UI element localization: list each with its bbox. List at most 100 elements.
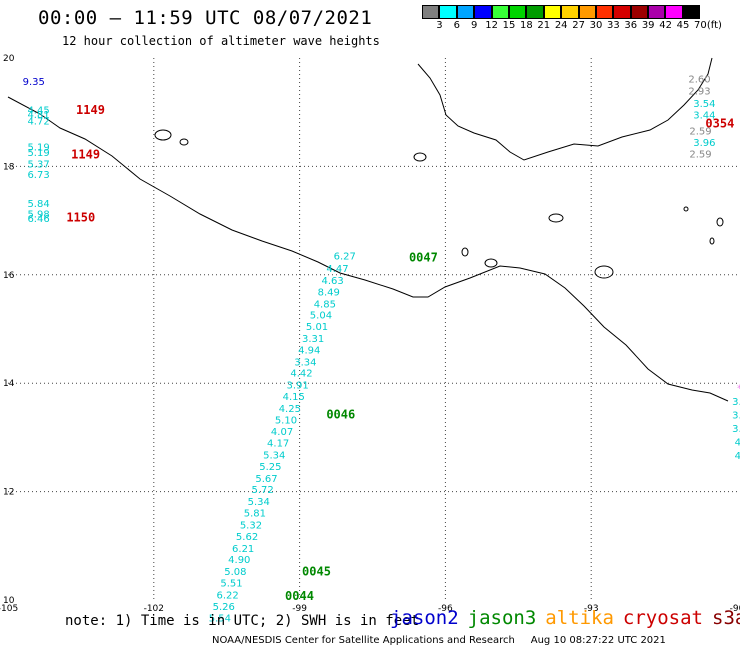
island xyxy=(594,265,614,279)
wave-height-point: 5.19 xyxy=(27,143,49,154)
legend-swatch xyxy=(648,5,666,19)
satellite-name: s3a xyxy=(712,607,740,629)
pass-time-label: 1150 xyxy=(66,211,95,225)
wave-height-point: ***** xyxy=(737,383,740,394)
lon-tick-label: -90 xyxy=(730,604,740,614)
island xyxy=(683,206,689,212)
lon-tick-label: -102 xyxy=(144,604,164,614)
wave-height-point: 5.54 xyxy=(209,614,231,625)
legend-label: 39 xyxy=(641,20,655,31)
wave-height-point: 4. xyxy=(735,438,740,449)
wave-height-point: 3.7 xyxy=(732,424,740,435)
island xyxy=(413,152,427,162)
wave-height-point: 5.34 xyxy=(263,451,285,462)
lon-tick-label: -105 xyxy=(0,604,18,614)
wave-height-point: 5.72 xyxy=(251,485,273,496)
lat-tick-label: 12 xyxy=(3,488,14,498)
legend-label: 42 xyxy=(659,20,672,31)
wave-height-point: 4.47 xyxy=(326,264,348,275)
wave-height-point: 6.21 xyxy=(232,544,254,555)
legend-label: 45 xyxy=(676,20,690,31)
lat-tick-label: 16 xyxy=(3,271,15,281)
legend-label: 18 xyxy=(520,20,533,31)
legend-swatch xyxy=(595,5,614,19)
wave-height-point: 5.37 xyxy=(27,159,49,170)
lat-tick-label: 14 xyxy=(3,379,15,389)
lon-tick-label: -96 xyxy=(438,604,453,614)
wave-height-point: 3.44 xyxy=(693,111,715,122)
wave-height-point: 4.85 xyxy=(314,299,336,310)
legend-label: 9 xyxy=(471,20,478,31)
wave-height-point: 4.81 xyxy=(27,110,49,121)
wave-height-point: 3.96 xyxy=(693,138,715,149)
wave-height-point: 2.59 xyxy=(689,126,711,137)
legend-swatch xyxy=(526,5,544,19)
wave-height-point: 5.51 xyxy=(220,578,242,589)
pass-time-label: 0044 xyxy=(285,589,314,603)
legend-label: 21 xyxy=(537,20,551,31)
legend-labels: 3 6 9 12 15 18 21 24 27 30 33 36 39 42 45 70 (ft) xyxy=(422,19,722,33)
wave-height-point: 5.04 xyxy=(310,311,332,322)
wave-height-point: 6.73 xyxy=(27,170,49,181)
wave-height-values: 9.354.454.814.725.195.195.376.735.845.98… xyxy=(23,74,740,624)
wave-height-point: 4.72 xyxy=(27,117,49,128)
wave-height-point: 9.35 xyxy=(23,77,45,88)
wave-height-legend: 3 6 9 12 15 18 21 24 27 30 33 36 39 42 45 70 (ft) xyxy=(422,5,722,33)
wave-height-point: 5.08 xyxy=(224,567,246,578)
wave-height-point: 4.90 xyxy=(228,555,250,566)
legend-swatch xyxy=(578,5,596,19)
legend-unit: (ft) xyxy=(706,20,722,31)
island xyxy=(548,213,564,223)
map-subtitle: 12 hour collection of altimeter wave hei… xyxy=(62,34,380,48)
satellite-name: jason2 xyxy=(390,607,459,629)
island xyxy=(461,247,469,257)
wave-height-point: 5.84 xyxy=(27,199,49,210)
island xyxy=(154,129,172,141)
axis-tick-labels: -105 -102 -99 -96 -93 -90 20 18 16 14 12 10 xyxy=(0,54,740,614)
wave-height-point: 4. xyxy=(735,451,740,462)
pass-time-label: 0045 xyxy=(302,565,331,579)
map-grid xyxy=(8,58,737,600)
wave-height-point: 4.94 xyxy=(298,345,320,356)
legend-swatch xyxy=(682,5,701,19)
wave-height-point: 5.67 xyxy=(255,474,277,485)
lon-tick-label: -93 xyxy=(584,604,599,614)
wave-height-point: 5.19 xyxy=(27,148,49,159)
legend-label: 30 xyxy=(589,20,603,31)
wave-height-point: 5.10 xyxy=(275,415,297,426)
wave-height-point: 4.25 xyxy=(279,404,301,415)
island xyxy=(179,138,189,146)
legend-label: 70 xyxy=(694,20,707,31)
wave-height-point: 3.54 xyxy=(693,99,715,110)
wave-height-point: 5.34 xyxy=(248,497,270,508)
wave-height-point: 5.32 xyxy=(240,520,262,531)
legend-swatch xyxy=(665,5,683,19)
map-title: 00:00 – 11:59 UTC 08/07/2021 xyxy=(38,7,373,29)
legend-swatch xyxy=(630,5,649,19)
legend-label: 15 xyxy=(502,20,516,31)
wave-height-point: 6.27 xyxy=(334,252,356,263)
satellite-name: jason3 xyxy=(467,607,537,629)
wave-height-point: 4.17 xyxy=(267,439,289,450)
wave-height-point: 4.42 xyxy=(290,369,312,380)
wave-height-point: 4.63 xyxy=(321,276,343,287)
legend-swatch xyxy=(474,5,492,19)
footnote: note: 1) Time is in UTC; 2) SWH is in fe… xyxy=(65,613,420,629)
legend-swatch xyxy=(422,5,440,19)
legend-label: 3 xyxy=(436,20,443,31)
lat-tick-label: 18 xyxy=(3,162,15,172)
wave-height-point: 8.49 xyxy=(318,287,340,298)
pass-time-label: 1149 xyxy=(76,103,105,117)
legend-label: 12 xyxy=(485,20,498,31)
wave-height-point: 3.8 xyxy=(732,410,740,421)
wave-height-point: 5.62 xyxy=(236,532,258,543)
wave-height-point: 3.91 xyxy=(286,381,308,392)
coastline xyxy=(7,57,729,402)
island xyxy=(709,237,715,245)
wave-height-point: 2.93 xyxy=(688,86,710,97)
coastline-segment xyxy=(417,57,713,161)
island xyxy=(484,258,498,268)
wave-height-point: 5.26 xyxy=(213,602,235,613)
legend-swatch xyxy=(613,5,631,19)
